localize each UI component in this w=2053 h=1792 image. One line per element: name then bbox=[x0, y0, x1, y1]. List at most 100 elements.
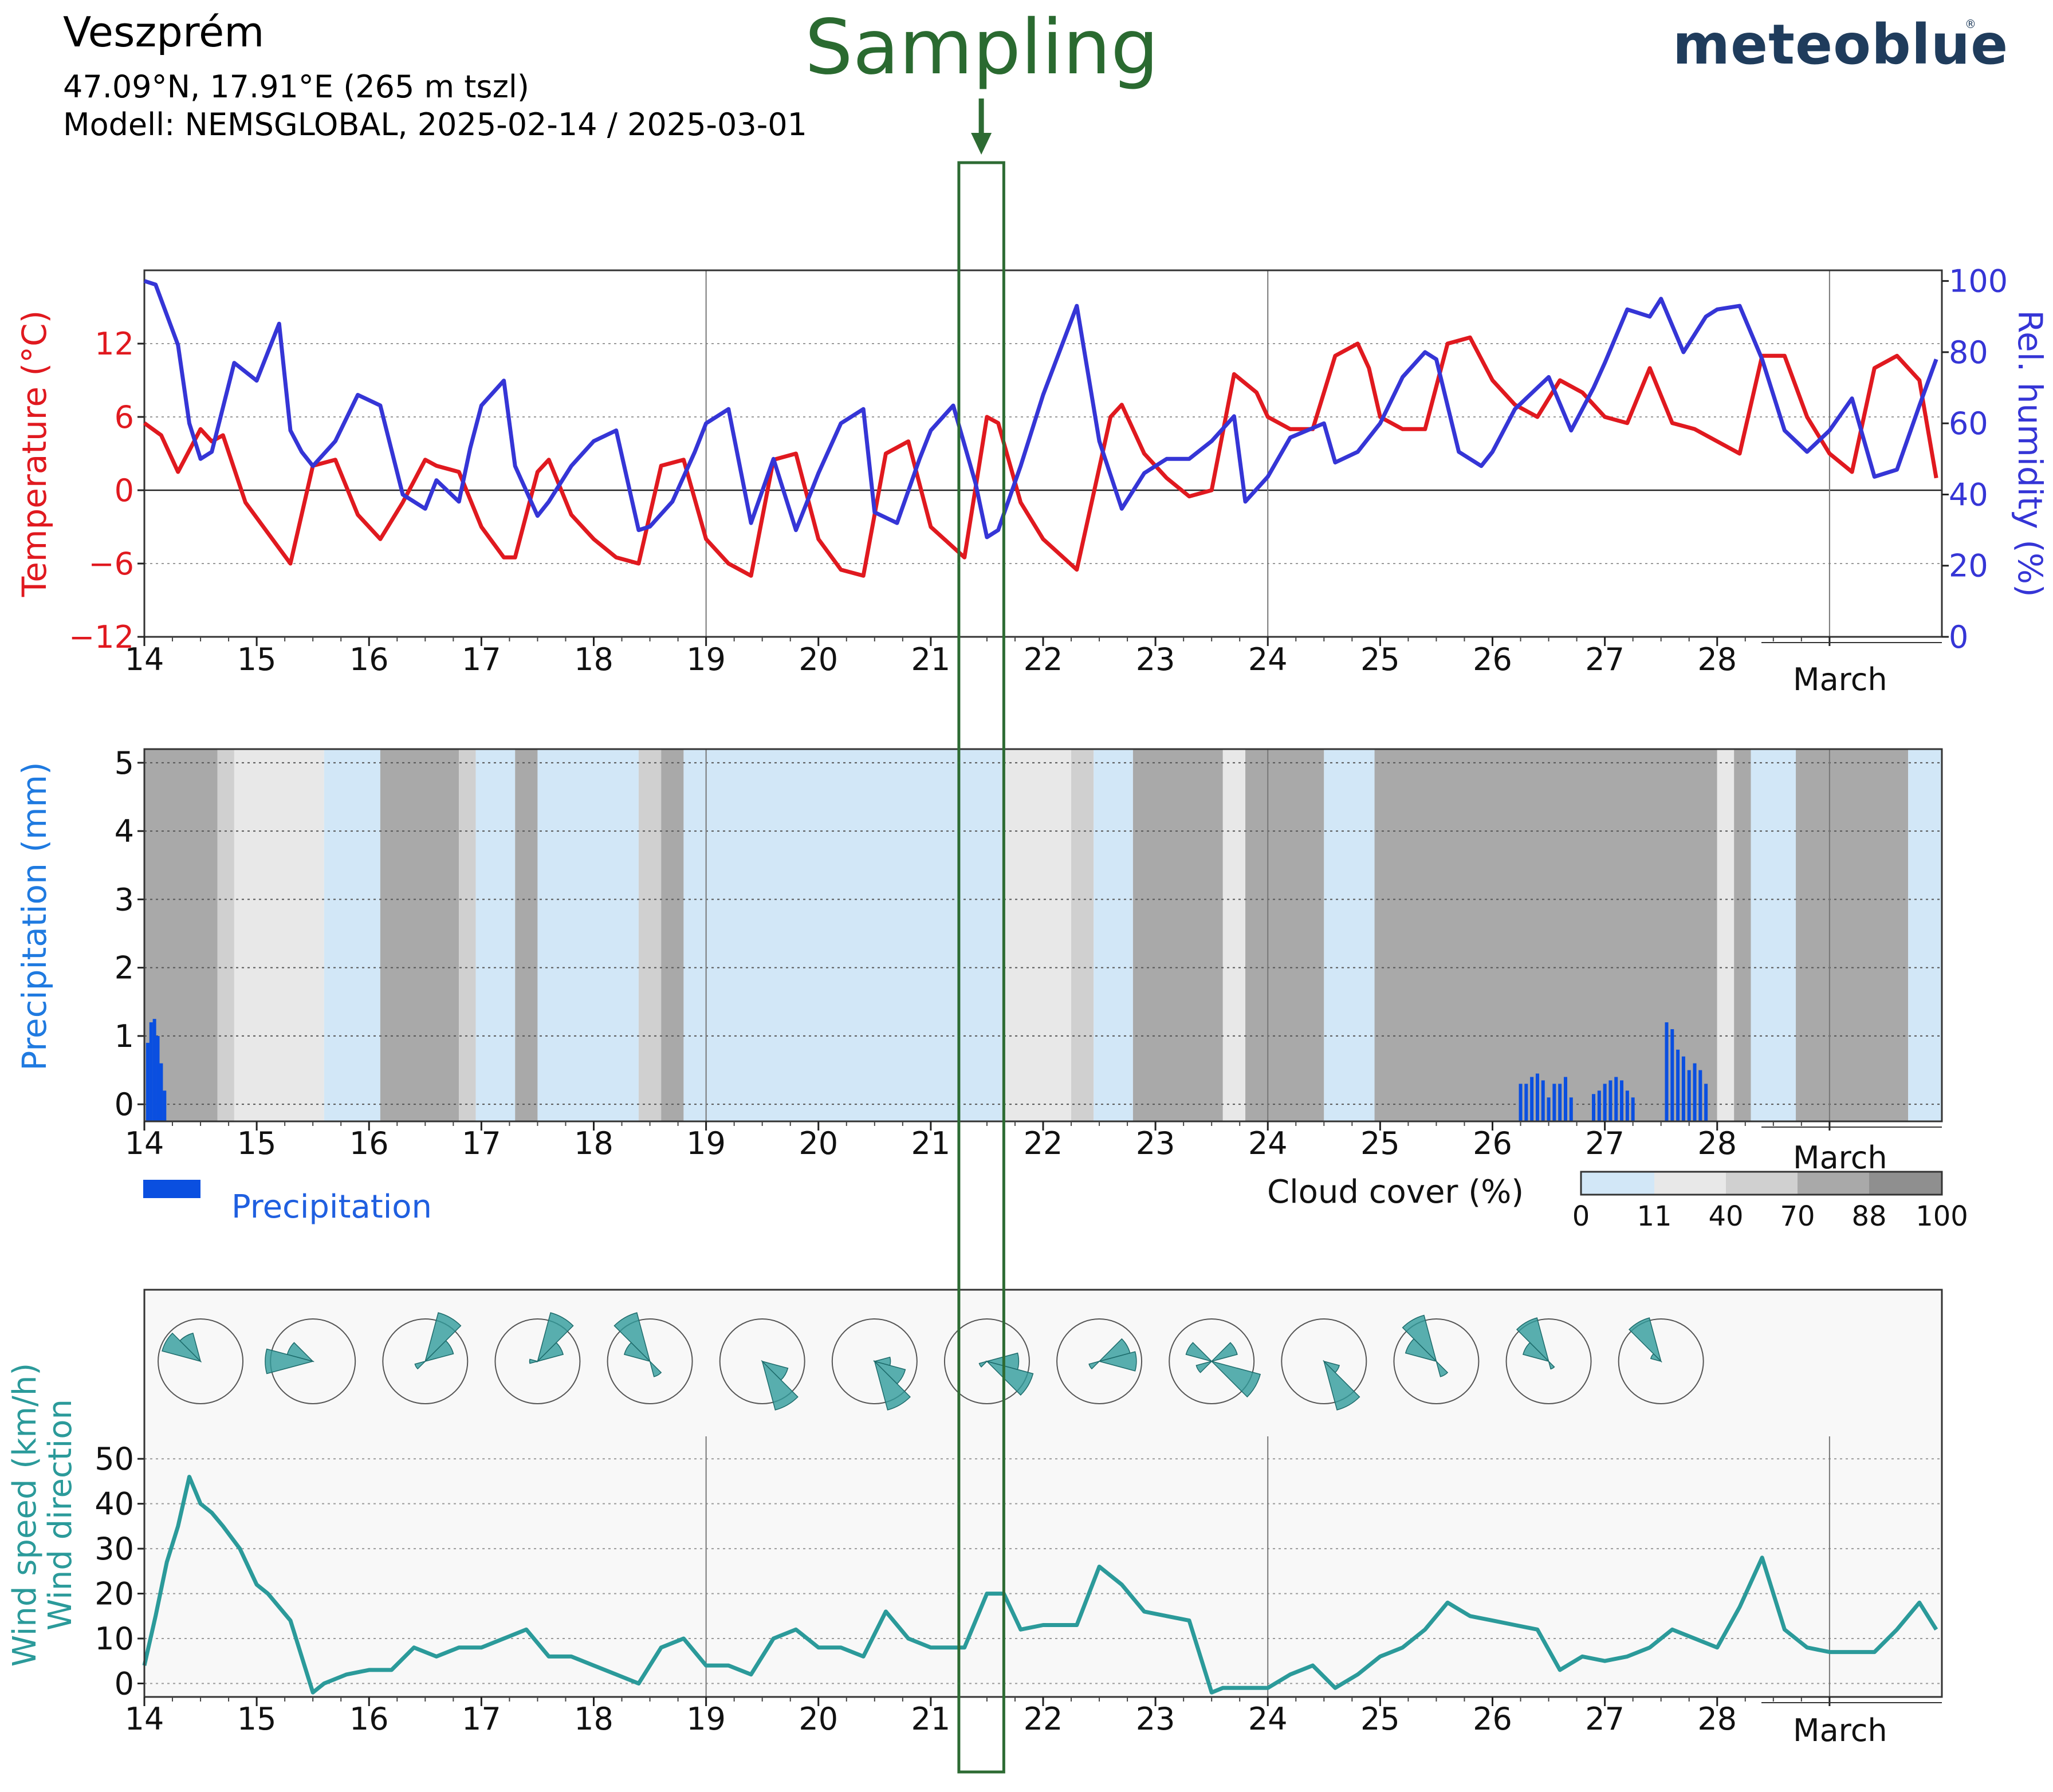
precip-x-label: 14 bbox=[125, 1125, 164, 1161]
precip-bar bbox=[1519, 1084, 1523, 1121]
wind-x-label: 20 bbox=[799, 1701, 838, 1737]
temp-x-label: 17 bbox=[462, 641, 501, 678]
temp-x-label: 25 bbox=[1360, 641, 1400, 678]
wind-rose-sector bbox=[1650, 1353, 1663, 1362]
precip-x-label: 26 bbox=[1473, 1125, 1512, 1161]
wind-y-tick-label: 30 bbox=[95, 1531, 134, 1567]
cloud-cover-band bbox=[638, 749, 662, 1121]
wind-rose-sector bbox=[613, 1312, 651, 1363]
temp-x-label: 15 bbox=[237, 641, 277, 678]
precip-bar bbox=[1535, 1073, 1539, 1121]
wind-panel-bg bbox=[144, 1290, 1942, 1697]
precip-x-label: 18 bbox=[574, 1125, 613, 1161]
precip-x-label: 22 bbox=[1024, 1125, 1063, 1161]
cloud-cover-band bbox=[1734, 749, 1751, 1121]
temp-x-label: 19 bbox=[686, 641, 726, 678]
precip-y-tick-label: 1 bbox=[115, 1018, 134, 1054]
wind-x-label: 16 bbox=[349, 1701, 389, 1737]
wind-rose-circle bbox=[943, 1318, 1030, 1404]
wind-rose-sector bbox=[286, 1342, 314, 1362]
wind-rose-circle bbox=[1505, 1318, 1592, 1404]
wind-rose-sector bbox=[985, 1360, 1034, 1396]
temperature-line bbox=[143, 335, 1938, 578]
precip-bar bbox=[1681, 1056, 1685, 1121]
wind-rose-sector bbox=[761, 1360, 799, 1411]
precip-x-label: 24 bbox=[1248, 1125, 1288, 1161]
cloud-cover-band bbox=[1004, 749, 1072, 1121]
cloud-cover-band bbox=[1245, 749, 1324, 1121]
humidity-line bbox=[143, 279, 1938, 539]
sampling-label: Sampling bbox=[805, 3, 1159, 92]
wind-x-label: 19 bbox=[686, 1701, 726, 1737]
wind-rose-sector bbox=[1195, 1360, 1213, 1373]
wind-rose-sector bbox=[1516, 1317, 1550, 1363]
precip-bar bbox=[1569, 1097, 1573, 1121]
precip-bar bbox=[1620, 1080, 1624, 1121]
wind-month-label: March bbox=[1793, 1712, 1887, 1748]
temp-x-label: 20 bbox=[799, 641, 838, 678]
model-info: Modell: NEMSGLOBAL, 2025-02-14 / 2025-03… bbox=[63, 107, 807, 143]
precip-y-tick-label: 4 bbox=[115, 813, 134, 849]
precip-bar bbox=[1563, 1077, 1567, 1121]
wind-rose-sector bbox=[873, 1360, 906, 1385]
precip-bar bbox=[1665, 1022, 1669, 1121]
wind-x-label: 28 bbox=[1697, 1701, 1737, 1737]
humidity-y-tick-label: 100 bbox=[1949, 263, 2008, 300]
wind-x-label: 21 bbox=[911, 1701, 951, 1737]
precip-y-tick-label: 2 bbox=[115, 950, 134, 986]
humidity-y-tick-label: 40 bbox=[1949, 476, 1988, 513]
precip-bar bbox=[1687, 1070, 1691, 1121]
wind-rose-sector bbox=[179, 1332, 202, 1363]
wind-rose-circle bbox=[607, 1318, 693, 1404]
wind-rose-sector bbox=[1098, 1351, 1137, 1372]
cloud-cover-band bbox=[475, 749, 516, 1121]
precip-bar bbox=[1558, 1084, 1562, 1121]
wind-rose-sector bbox=[1322, 1360, 1340, 1373]
cloud-legend-swatch bbox=[1869, 1172, 1942, 1195]
temp-y-tick-label: 0 bbox=[115, 472, 134, 509]
temp-x-label: 28 bbox=[1697, 641, 1737, 678]
cloud-legend-frame bbox=[1580, 1171, 1943, 1196]
wind-rose-circle bbox=[1281, 1318, 1367, 1404]
precip-bar bbox=[163, 1090, 167, 1121]
wind-y-tick-label: 40 bbox=[95, 1486, 134, 1522]
precip-bar bbox=[156, 1035, 160, 1121]
precip-month-label: March bbox=[1793, 1140, 1887, 1176]
temp-x-label: 21 bbox=[911, 641, 951, 678]
wind-rose-circle bbox=[831, 1318, 918, 1404]
temp-y-tick-label: 12 bbox=[95, 326, 134, 362]
cloud-legend-tick: 0 bbox=[1572, 1200, 1590, 1232]
precip-bar bbox=[145, 1042, 150, 1121]
humidity-y-tick-label: 80 bbox=[1949, 334, 1988, 371]
cloud-cover-band bbox=[537, 749, 639, 1121]
wind-rose-sector bbox=[1548, 1360, 1555, 1370]
sampling-window-box bbox=[957, 161, 1005, 1774]
humidity-y-tick-label: 20 bbox=[1949, 548, 1988, 584]
cloud-cover-band bbox=[1908, 749, 1942, 1121]
cloud-cover-band bbox=[1751, 749, 1796, 1121]
wind-x-label: 23 bbox=[1136, 1701, 1175, 1737]
cloud-legend-swatch bbox=[1654, 1172, 1726, 1195]
cloud-cover-band bbox=[1094, 749, 1133, 1121]
cloud-cover-band bbox=[1132, 749, 1223, 1121]
wind-rose-circle bbox=[158, 1318, 244, 1404]
cloud-legend-tick: 40 bbox=[1708, 1200, 1743, 1232]
cloud-cover-band bbox=[1796, 749, 1909, 1121]
wind-rose-sector bbox=[978, 1360, 989, 1368]
precip-x-label: 16 bbox=[349, 1125, 389, 1161]
precip-x-label: 23 bbox=[1136, 1125, 1175, 1161]
wind-rose-sector bbox=[1098, 1338, 1131, 1362]
cloud-cover-band bbox=[217, 749, 234, 1121]
cloud-cover-band bbox=[1717, 749, 1735, 1121]
wind-rose-sector bbox=[874, 1360, 911, 1411]
wind-x-label: 25 bbox=[1360, 1701, 1400, 1737]
location-coordinates: 47.09°N, 17.91°E (265 m tszl) bbox=[63, 69, 529, 105]
wind-y-tick-label: 0 bbox=[115, 1665, 134, 1702]
precip-legend-swatch bbox=[143, 1180, 200, 1198]
wind-rose-sector bbox=[761, 1360, 789, 1381]
wind-rose-circle bbox=[382, 1318, 469, 1404]
temp-y-tick-label: −6 bbox=[88, 546, 134, 582]
temp-y-tick-label: 6 bbox=[115, 399, 134, 435]
humidity-y-tick-label: 60 bbox=[1949, 405, 1988, 442]
